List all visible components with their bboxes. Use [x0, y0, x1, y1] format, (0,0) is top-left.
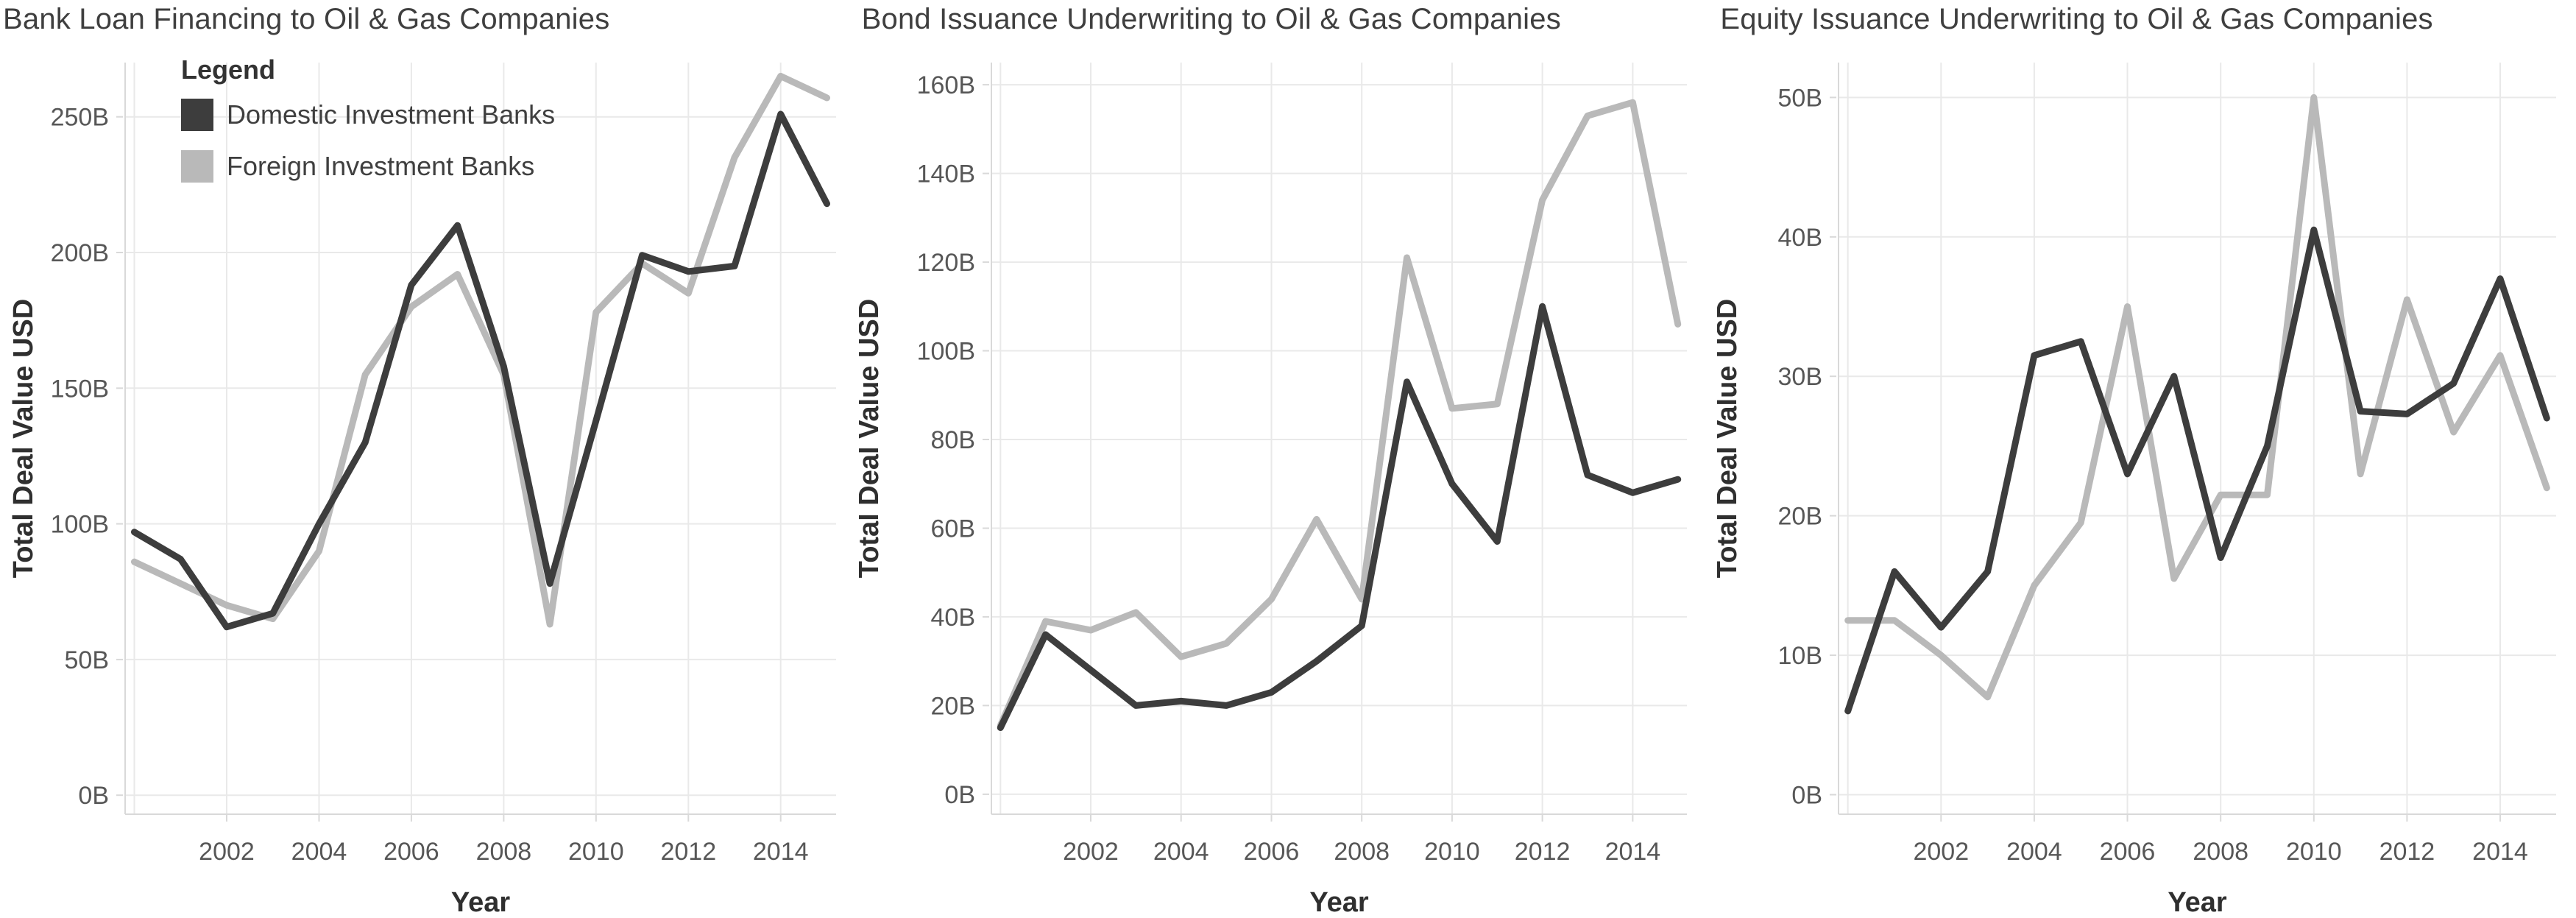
y-tick-label: 30B: [1778, 363, 1823, 391]
y-tick-label: 60B: [930, 515, 975, 543]
equity-issuance-chart: 0B 10B 20B 30B 40B 50B 2002 2004 2006 2008 2010 201…: [1717, 63, 2557, 918]
legend-item-foreign[interactable]: Foreign Investment Banks: [181, 150, 555, 183]
panel-equity-issuance: Equity Issuance Underwriting to Oil & Ga…: [1717, 0, 2576, 918]
x-tick-label: 2012: [660, 838, 716, 866]
x-tick-label: 2010: [2286, 838, 2342, 866]
y-tick-label: 160B: [916, 71, 974, 99]
x-tick-label: 2014: [753, 838, 809, 866]
legend-label-foreign: Foreign Investment Banks: [227, 151, 535, 181]
panel-bond-issuance: Bond Issuance Underwriting to Oil & Gas …: [859, 0, 1718, 918]
y-tick-label: 80B: [930, 426, 975, 454]
x-axis-title: Year: [2168, 887, 2228, 918]
x-tick-label: 2008: [476, 838, 532, 866]
y-tick-label: 50B: [1778, 84, 1823, 112]
x-tick-label: 2014: [1604, 838, 1660, 866]
x-tick-label: 2012: [1514, 838, 1570, 866]
x-tick-label: 2006: [383, 838, 439, 866]
y-tick-label: 40B: [930, 604, 975, 632]
x-tick-label: 2002: [1914, 838, 1970, 866]
x-tick-label: 2004: [2006, 838, 2062, 866]
x-tick-label: 2014: [2472, 838, 2528, 866]
chart-title-equity-issuance: Equity Issuance Underwriting to Oil & Ga…: [1720, 3, 2433, 35]
x-tick-label: 2010: [1424, 838, 1480, 866]
y-tick-label: 40B: [1778, 224, 1823, 252]
y-tick-label: 140B: [916, 160, 974, 188]
panel-bank-loan-financing: Bank Loan Financing to Oil & Gas Compani…: [0, 0, 859, 918]
x-tick-label: 2004: [291, 838, 347, 866]
x-axis-title: Year: [1309, 887, 1369, 918]
legend-title: Legend: [181, 54, 276, 85]
series-line-foreign[interactable]: [1844, 93, 2551, 701]
bond-issuance-chart: 0B 20B 40B 60B 80B 100B 120B 140B 160B 2002 2004 20…: [859, 63, 1687, 918]
x-tick-label: 2008: [1334, 838, 1390, 866]
y-tick-label: 100B: [916, 338, 974, 366]
x-tick-label: 2002: [199, 838, 255, 866]
y-tick-label: 0B: [1792, 782, 1823, 810]
x-tick-label: 2006: [2100, 838, 2156, 866]
series-line-foreign[interactable]: [997, 99, 1681, 729]
x-tick-label: 2004: [1153, 838, 1209, 866]
series-line-domestic[interactable]: [131, 110, 830, 631]
y-axis-title: Total Deal Value USD: [1717, 299, 1743, 578]
y-tick-label: 250B: [51, 104, 109, 132]
x-axis-title: Year: [451, 887, 511, 918]
y-tick-label: 120B: [916, 249, 974, 277]
y-axis-title: Total Deal Value USD: [8, 299, 39, 578]
x-tick-label: 2010: [568, 838, 624, 866]
legend-swatch-foreign-icon: [181, 150, 213, 183]
x-tick-label: 2002: [1063, 838, 1119, 866]
x-tick-label: 2006: [1243, 838, 1299, 866]
legend: Legend Domestic Investment Banks Foreign…: [181, 54, 555, 183]
y-tick-label: 150B: [51, 375, 109, 403]
legend-label-domestic: Domestic Investment Banks: [227, 99, 556, 130]
legend-item-domestic[interactable]: Domestic Investment Banks: [181, 99, 555, 131]
y-tick-label: 0B: [78, 782, 109, 810]
x-tick-label: 2008: [2193, 838, 2249, 866]
series-line-domestic[interactable]: [997, 303, 1681, 731]
y-tick-label: 20B: [1778, 503, 1823, 531]
series-line-foreign[interactable]: [131, 72, 830, 628]
chart-title-bond-issuance: Bond Issuance Underwriting to Oil & Gas …: [861, 3, 1561, 35]
y-tick-label: 0B: [944, 781, 975, 809]
legend-swatch-domestic-icon: [181, 99, 213, 131]
y-tick-label: 10B: [1778, 642, 1823, 670]
bank-loan-chart: 0B 50B 100B 150B 200B 250B 2002 2004 2006 2008 201…: [8, 63, 836, 918]
y-tick-label: 20B: [930, 692, 975, 720]
y-tick-label: 100B: [51, 511, 109, 539]
y-tick-label: 50B: [65, 646, 110, 674]
x-tick-label: 2012: [2379, 838, 2435, 866]
y-tick-label: 200B: [51, 239, 109, 267]
chart-title-bank-loan: Bank Loan Financing to Oil & Gas Compani…: [3, 3, 610, 35]
series-line-domestic[interactable]: [1844, 226, 2551, 715]
y-axis-title: Total Deal Value USD: [859, 299, 885, 578]
